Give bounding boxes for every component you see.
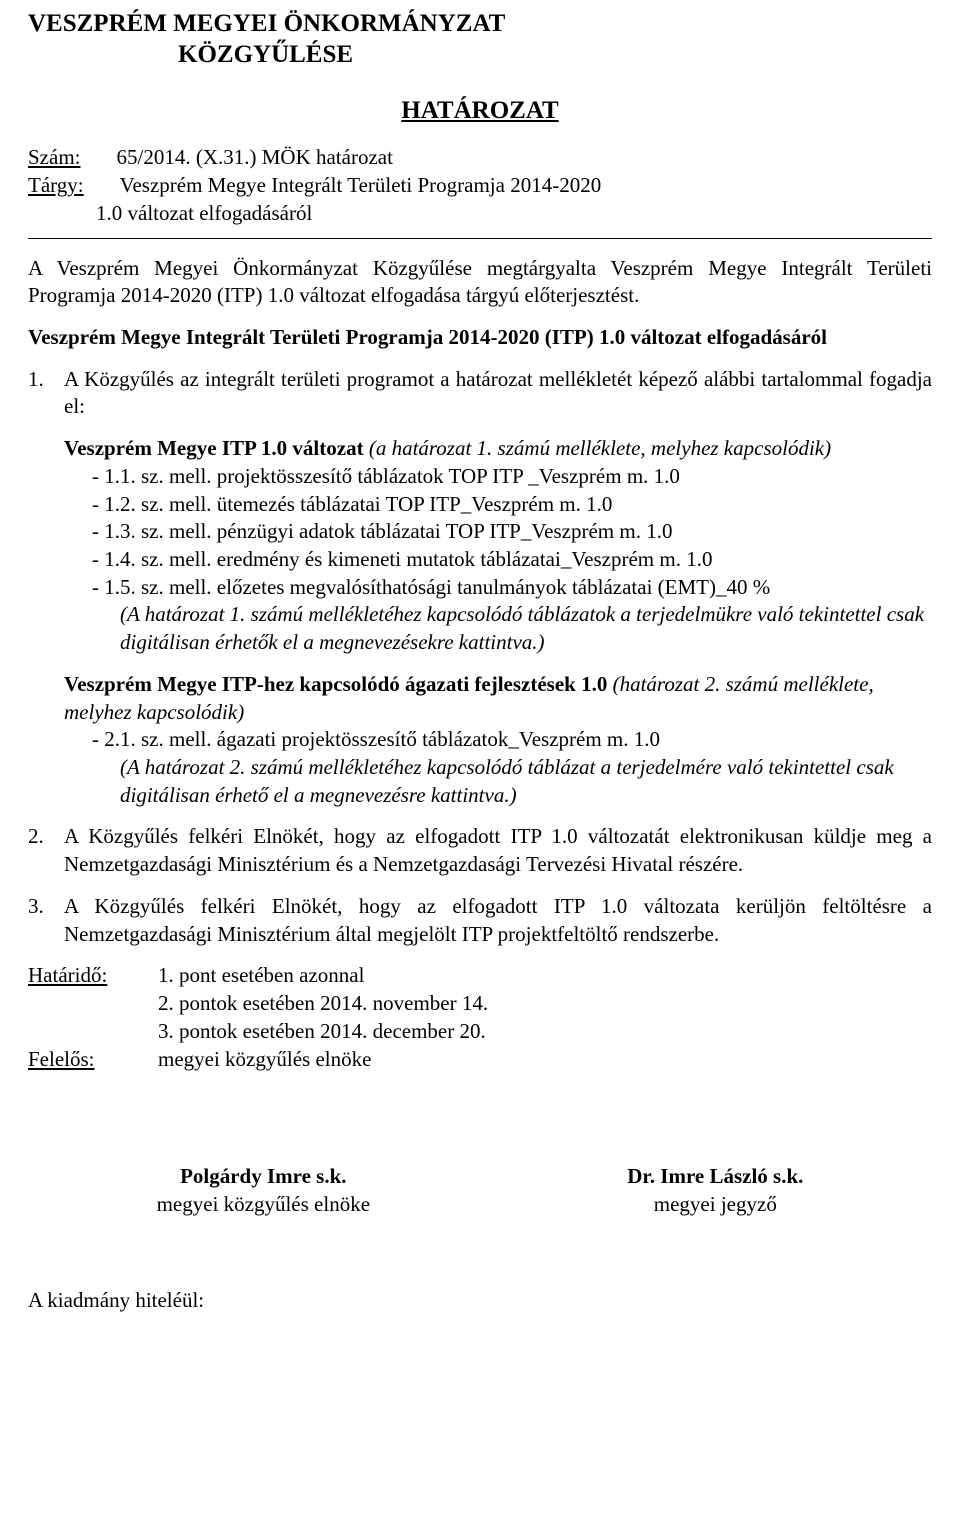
item1-text: A Közgyűlés az integrált területi progra… [64, 366, 932, 421]
deadline-line: 3. pontok esetében 2014. december 20. [158, 1018, 932, 1046]
block2-list: - 2.1. sz. mell. ágazati projektösszesít… [92, 726, 932, 754]
document-heading: HATÁROZAT [28, 97, 932, 125]
separator [28, 238, 932, 239]
attachment-block-2: Veszprém Megye ITP-hez kapcsolódó ágazat… [64, 671, 932, 810]
item3-number: 3. [28, 893, 64, 948]
item2-text: A Közgyűlés felkéri Elnökét, hogy az elf… [64, 823, 932, 878]
list-item-2: 2. A Közgyűlés felkéri Elnökét, hogy az … [28, 823, 932, 878]
signatures: Polgárdy Imre s.k. megyei közgyűlés elnö… [28, 1163, 932, 1218]
block1-item: - 1.4. sz. mell. eredmény és kimeneti mu… [92, 546, 932, 574]
document-page: VESZPRÉM MEGYEI ÖNKORMÁNYZAT KÖZGYŰLÉSE … [0, 0, 960, 1353]
org-title: VESZPRÉM MEGYEI ÖNKORMÁNYZAT KÖZGYŰLÉSE [28, 8, 932, 71]
block1-item: - 1.5. sz. mell. előzetes megvalósítható… [92, 574, 932, 602]
block1-item: - 1.2. sz. mell. ütemezés táblázatai TOP… [92, 491, 932, 519]
meta-targy: Tárgy: Veszprém Megye Integrált Területi … [28, 171, 932, 199]
targy-label: Tárgy: [28, 173, 84, 197]
deadline-line: 1. pont esetében azonnal [158, 962, 932, 990]
block1-note: (A határozat 1. számú mellékletéhez kapc… [120, 601, 932, 656]
deadline-label: Határidő: [28, 962, 158, 1045]
block2-item: - 2.1. sz. mell. ágazati projektösszesít… [92, 726, 932, 754]
responsible-label: Felelős: [28, 1046, 158, 1074]
subject-bold: Veszprém Megye Integrált Területi Progra… [28, 324, 932, 352]
responsible-value: megyei közgyűlés elnöke [158, 1046, 932, 1074]
block2-title: Veszprém Megye ITP-hez kapcsolódó ágazat… [64, 671, 932, 726]
attachment-block-1: Veszprém Megye ITP 1.0 változat (a határ… [64, 435, 932, 657]
signature-right: Dr. Imre László s.k. megyei jegyző [627, 1163, 803, 1218]
block1-title-bold: Veszprém Megye ITP 1.0 változat [64, 436, 364, 460]
item3-text: A Közgyűlés felkéri Elnökét, hogy az elf… [64, 893, 932, 948]
list-item-3: 3. A Közgyűlés felkéri Elnökét, hogy az … [28, 893, 932, 948]
sign-left-name: Polgárdy Imre s.k. [157, 1163, 370, 1190]
closing-line: A kiadmány hiteléül: [28, 1288, 932, 1313]
sign-right-name: Dr. Imre László s.k. [627, 1163, 803, 1190]
deadline-body: 1. pont esetében azonnal 2. pontok eseté… [158, 962, 932, 1045]
intro-paragraph: A Veszprém Megyei Önkormányzat Közgyűlés… [28, 255, 932, 310]
szam-value: 65/2014. (X.31.) MÖK határozat [117, 145, 393, 169]
meta-szam: Szám: 65/2014. (X.31.) MÖK határozat [28, 143, 932, 171]
block1-title: Veszprém Megye ITP 1.0 változat (a határ… [64, 435, 932, 463]
signature-left: Polgárdy Imre s.k. megyei közgyűlés elnö… [157, 1163, 370, 1218]
block2-note: (A határozat 2. számú mellékletéhez kapc… [120, 754, 932, 809]
list-item-1: 1. A Közgyűlés az integrált területi pro… [28, 366, 932, 421]
block1-title-italic: (a határozat 1. számú melléklete, melyhe… [364, 436, 832, 460]
block1-item: - 1.1. sz. mell. projektösszesítő tábláz… [92, 463, 932, 491]
szam-label: Szám: [28, 145, 81, 169]
org-line2: KÖZGYŰLÉSE [28, 39, 932, 70]
block1-list: - 1.1. sz. mell. projektösszesítő tábláz… [92, 463, 932, 602]
sign-right-role: megyei jegyző [627, 1191, 803, 1218]
deadline-line: 2. pontok esetében 2014. november 14. [158, 990, 932, 1018]
deadline-row: Határidő: 1. pont esetében azonnal 2. po… [28, 962, 932, 1045]
block2-title-bold: Veszprém Megye ITP-hez kapcsolódó ágazat… [64, 672, 607, 696]
item1-number: 1. [28, 366, 64, 421]
block1-item: - 1.3. sz. mell. pénzügyi adatok tábláza… [92, 518, 932, 546]
targy-subline: 1.0 változat elfogadásáról [28, 199, 932, 227]
responsible-row: Felelős: megyei közgyűlés elnöke [28, 1046, 932, 1074]
targy-value: Veszprém Megye Integrált Területi Progra… [120, 173, 602, 197]
sign-left-role: megyei közgyűlés elnöke [157, 1191, 370, 1218]
org-line1: VESZPRÉM MEGYEI ÖNKORMÁNYZAT [28, 8, 932, 39]
item2-number: 2. [28, 823, 64, 878]
